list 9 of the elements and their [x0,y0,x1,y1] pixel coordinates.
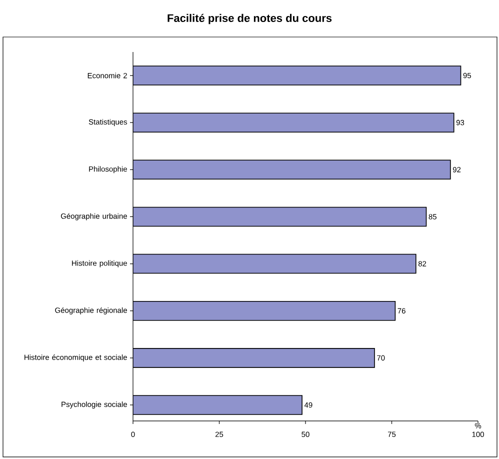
bar [133,395,302,415]
bar [133,348,375,368]
bar [133,160,451,180]
bar [133,66,462,86]
bar [133,112,454,132]
bar [133,206,427,227]
bar [133,300,396,321]
bar [133,254,416,274]
chart-title: Facilité prise de notes du cours [168,14,332,24]
